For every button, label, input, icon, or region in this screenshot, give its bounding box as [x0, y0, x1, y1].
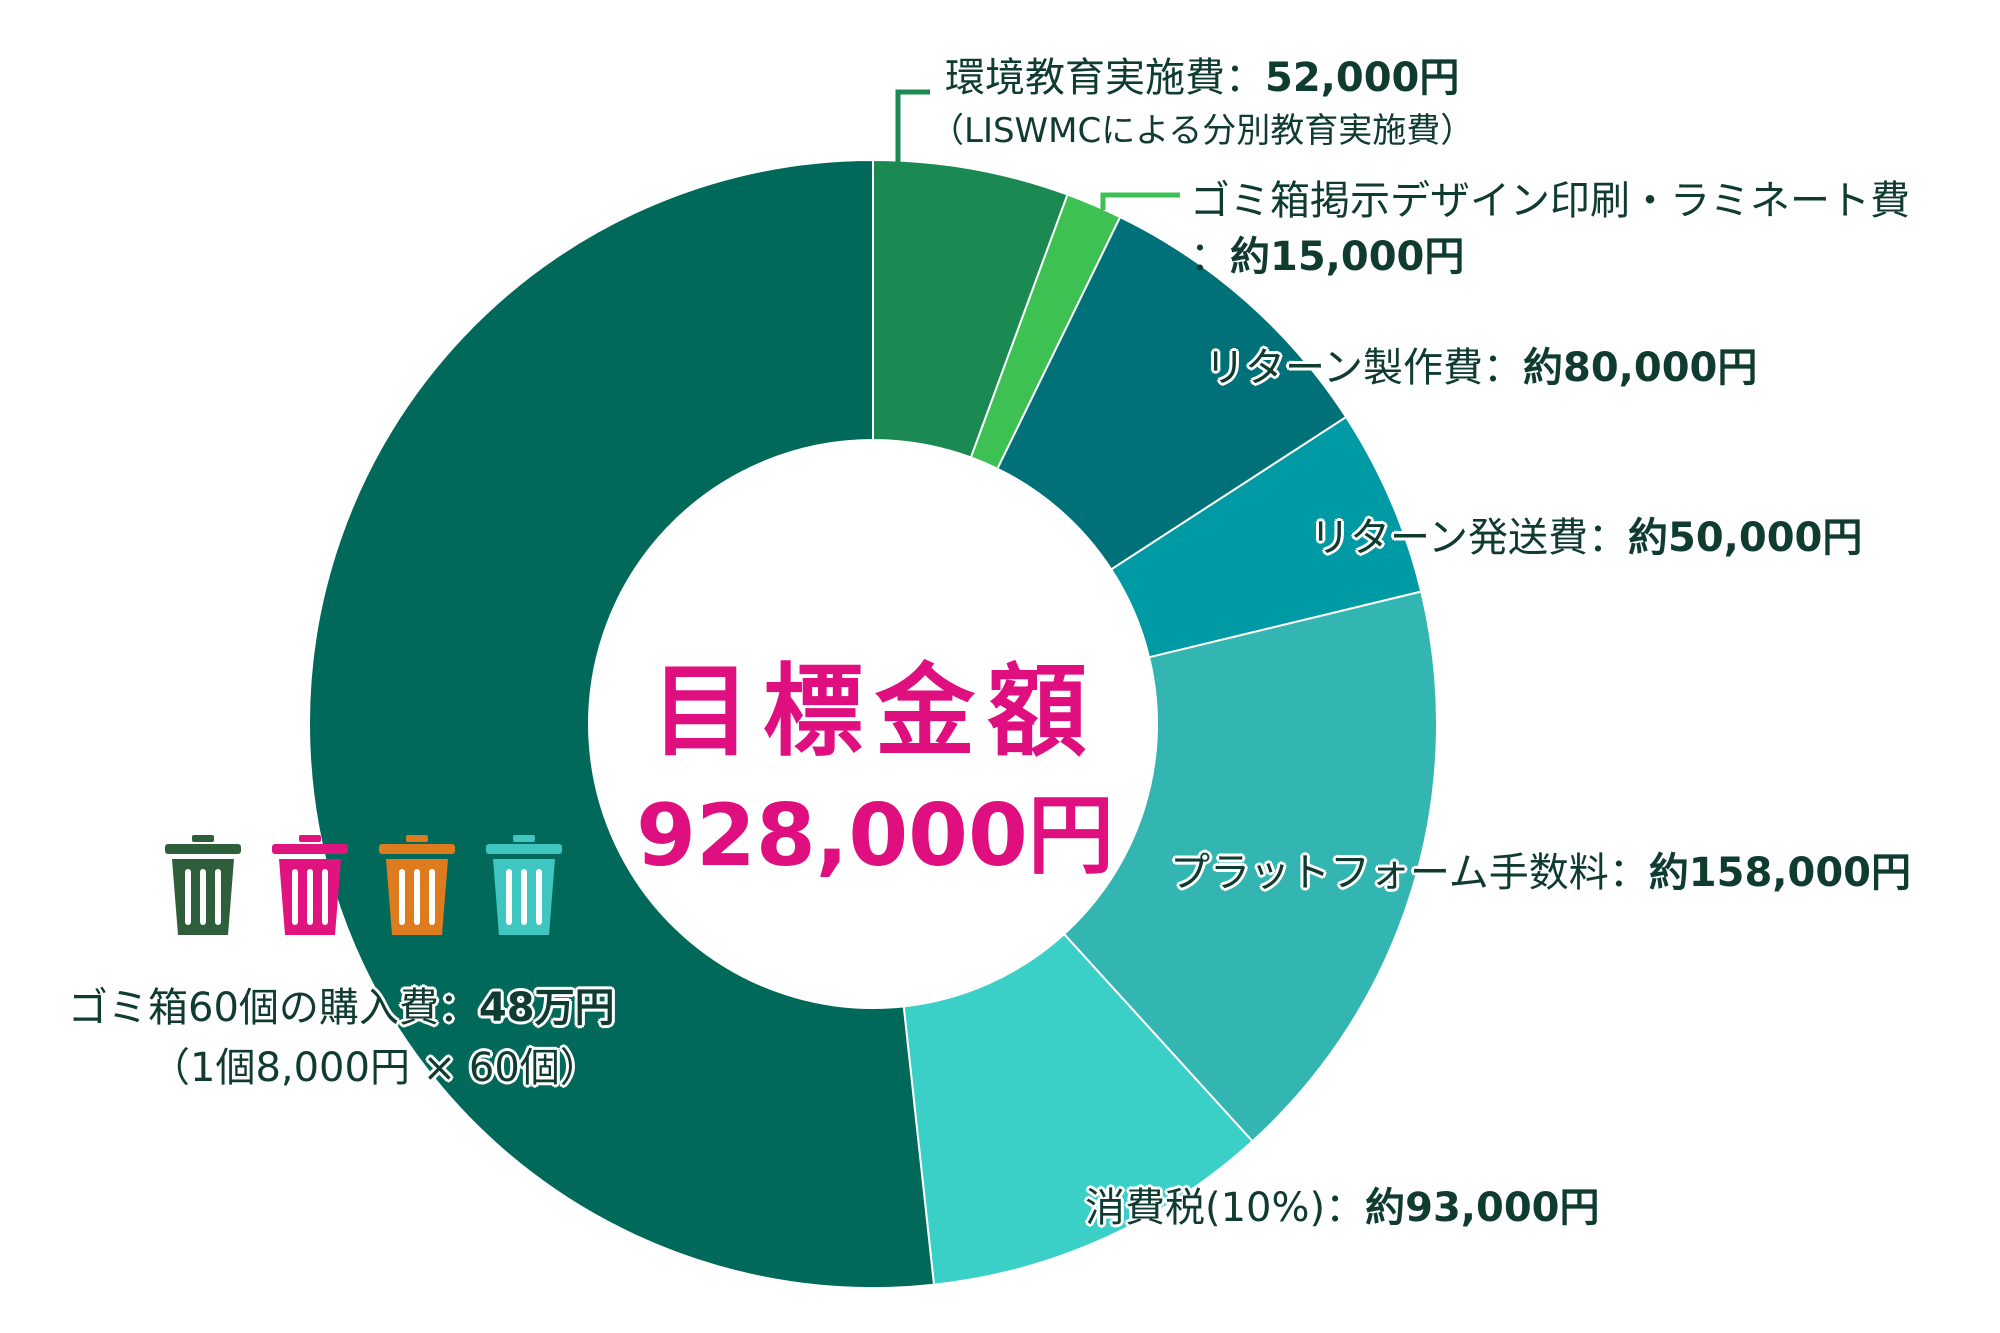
- label-sep: ：: [1588, 515, 1628, 561]
- label-bin-purchase-note: （1個8,000円 × 60個）: [150, 1045, 600, 1091]
- label-value: 約15,000円: [1230, 234, 1465, 280]
- center-total: 928,000円: [636, 786, 1114, 886]
- label-sep: ：: [1225, 55, 1265, 101]
- label-return-shipping: リターン発送費：約50,000円: [1310, 515, 1862, 561]
- label-print-lamination: ゴミ箱掲示デザイン印刷・ラミネート費: [1190, 178, 1910, 224]
- leader-line-print-lamination: [1100, 192, 1180, 210]
- slice-return-production: [996, 215, 1348, 571]
- label-sep: ：: [1190, 234, 1230, 280]
- trash-bin-icon: [165, 835, 241, 935]
- label-sep: ：: [1608, 850, 1649, 896]
- center-title: 目標金額: [651, 653, 1099, 770]
- trash-bin-icon: [379, 835, 455, 935]
- label-print-lamination-value: ：約15,000円: [1190, 234, 1464, 280]
- label-name: ゴミ箱60個の購入費: [68, 985, 439, 1031]
- leader-line-env-education: [895, 89, 930, 168]
- label-name: リターン発送費: [1310, 515, 1588, 561]
- label-env-education: 環境教育実施費：52,000円: [945, 55, 1459, 101]
- label-name: 消費税(10%): [1085, 1185, 1326, 1231]
- label-bin-purchase: ゴミ箱60個の購入費：48万円: [68, 985, 615, 1031]
- label-env-education-note: （LISWMCによる分別教育実施費）: [930, 111, 1475, 151]
- label-sep: ：: [1325, 1185, 1366, 1231]
- slice-platform-fee: [1062, 590, 1438, 1143]
- trash-bin-icon: [272, 835, 348, 935]
- label-value: 52,000円: [1265, 55, 1460, 101]
- label-name: リターン製作費: [1205, 345, 1483, 391]
- label-name: ゴミ箱掲示デザイン印刷・ラミネート費: [1190, 178, 1910, 224]
- label-name: 環境教育実施費: [945, 55, 1225, 101]
- slice-consumption-tax: [902, 932, 1254, 1286]
- label-value: 約158,000円: [1648, 850, 1911, 896]
- label-name: プラットフォーム手数料: [1170, 850, 1609, 896]
- trash-bin-icon: [486, 835, 562, 935]
- label-platform-fee: プラットフォーム手数料：約158,000円: [1170, 850, 1911, 896]
- slice-bin-purchase: [307, 158, 936, 1289]
- label-sep: ：: [1483, 345, 1523, 391]
- label-value: 48万円: [478, 985, 615, 1031]
- label-return-production: リターン製作費：約80,000円: [1205, 345, 1757, 391]
- label-sep: ：: [438, 985, 479, 1031]
- label-value: 約93,000円: [1365, 1185, 1600, 1231]
- label-value: 約80,000円: [1523, 345, 1758, 391]
- label-value: 約50,000円: [1628, 515, 1863, 561]
- label-consumption-tax: 消費税(10%)：約93,000円: [1085, 1185, 1599, 1231]
